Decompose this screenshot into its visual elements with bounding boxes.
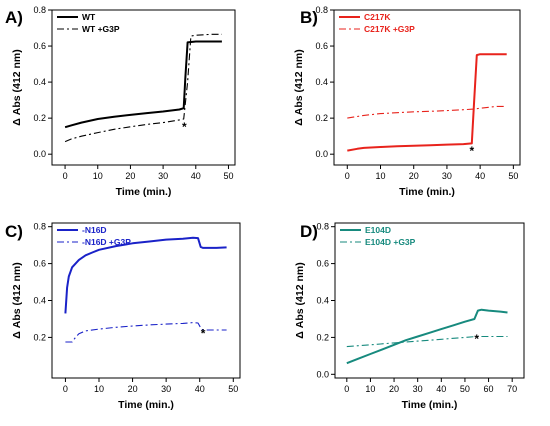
y-axis-label: Δ Abs (412 nm) <box>11 262 23 338</box>
x-tick-label: 20 <box>409 171 419 181</box>
panel-2: C) 0 10 20 30 40 50 0.2 0.4 0.6 0.8 Time (min.) Δ Ab… <box>5 222 241 411</box>
legend-label: C217K +G3P <box>364 24 415 34</box>
plot-frame <box>51 222 241 379</box>
x-tick-label: 50 <box>508 171 518 181</box>
annotation-star: * <box>474 332 479 346</box>
series-line-wt <box>64 40 222 129</box>
y-axis-label: Δ Abs (412 nm) <box>294 262 306 338</box>
y-tick-label: 0.6 <box>33 41 46 51</box>
x-tick-label: 10 <box>93 171 103 181</box>
panel-label: D) <box>300 222 318 241</box>
x-axis-label: Time (min.) <box>118 399 174 411</box>
x-axis-label: Time (min.) <box>402 399 458 411</box>
y-tick-label: 0.2 <box>315 113 328 123</box>
x-tick-label: 40 <box>195 384 205 394</box>
panel-label: B) <box>300 8 318 27</box>
panel-3: D) 0 10 20 30 40 50 60 70 0.0 0.2 0.4 0.6 0.8 Time (mi… <box>294 222 525 411</box>
series-line-c217k-g3p <box>347 105 507 119</box>
legend-label: E104D <box>365 225 391 235</box>
x-tick-label: 0 <box>345 171 350 181</box>
x-tick-label: 40 <box>191 171 201 181</box>
y-tick-label: 0.8 <box>315 5 328 15</box>
series-line--n16d-g3p <box>65 322 227 343</box>
x-tick-label: 50 <box>223 171 233 181</box>
y-tick-label: 0.4 <box>315 77 328 87</box>
x-tick-label: 20 <box>125 171 135 181</box>
panel-1: B) 0 10 20 30 40 50 0.0 0.2 0.4 0.6 0.8 Time (min.) Δ… <box>293 5 521 198</box>
y-tick-label: 0.4 <box>33 77 46 87</box>
x-tick-label: 30 <box>161 384 171 394</box>
x-tick-label: 0 <box>344 384 349 394</box>
y-axis-label: Δ Abs (412 nm) <box>11 49 23 125</box>
legend-label: WT +G3P <box>82 24 120 34</box>
y-tick-label: 0.6 <box>316 259 329 269</box>
y-tick-label: 0.4 <box>316 296 329 306</box>
y-tick-label: 0.8 <box>316 222 329 232</box>
x-tick-label: 30 <box>442 171 452 181</box>
y-tick-label: 0.2 <box>33 113 46 123</box>
x-tick-label: 10 <box>365 384 375 394</box>
x-tick-label: 30 <box>158 171 168 181</box>
x-tick-label: 60 <box>484 384 494 394</box>
x-tick-label: 20 <box>128 384 138 394</box>
x-tick-label: 50 <box>228 384 238 394</box>
legend-label: E104D +G3P <box>365 237 416 247</box>
y-tick-label: 0.2 <box>316 332 329 342</box>
y-tick-label: 0.0 <box>316 369 329 379</box>
y-tick-label: 0.8 <box>33 222 46 232</box>
y-tick-label: 0.2 <box>33 332 46 342</box>
y-tick-label: 0.8 <box>33 5 46 15</box>
x-tick-label: 10 <box>94 384 104 394</box>
annotation-star: * <box>470 144 475 158</box>
legend-label: -N16D <box>82 225 107 235</box>
y-tick-label: 0.4 <box>33 296 46 306</box>
plot-frame <box>51 9 236 166</box>
panel-0: A) 0 10 20 30 40 50 0.0 0.2 0.4 0.6 0.8 Time (min.) Δ… <box>5 5 236 198</box>
x-tick-label: 0 <box>63 384 68 394</box>
x-axis-label: Time (min.) <box>399 186 455 198</box>
annotation-star: * <box>182 120 187 134</box>
x-tick-label: 40 <box>475 171 485 181</box>
plot-frame <box>333 9 521 166</box>
y-tick-label: 0.6 <box>33 259 46 269</box>
x-tick-label: 10 <box>375 171 385 181</box>
series-line-c217k <box>347 53 507 152</box>
x-tick-label: 40 <box>436 384 446 394</box>
x-tick-label: 50 <box>460 384 470 394</box>
y-tick-label: 0.6 <box>315 41 328 51</box>
panel-label: A) <box>5 8 23 27</box>
annotation-star: * <box>201 326 206 340</box>
x-tick-label: 70 <box>507 384 517 394</box>
series-line--n16d <box>64 236 227 314</box>
series-line-e104d <box>346 308 508 365</box>
y-axis-label: Δ Abs (412 nm) <box>293 49 305 125</box>
y-tick-label: 0.0 <box>315 149 328 159</box>
plot-frame <box>334 222 525 379</box>
legend-label: C217K <box>364 12 391 22</box>
y-tick-label: 0.0 <box>33 149 46 159</box>
x-tick-label: 30 <box>413 384 423 394</box>
legend-label: WT <box>82 12 96 22</box>
x-tick-label: 20 <box>389 384 399 394</box>
panel-label: C) <box>5 222 23 241</box>
x-axis-label: Time (min.) <box>116 186 172 198</box>
series-line-wt-g3p <box>64 33 222 143</box>
x-tick-label: 0 <box>63 171 68 181</box>
legend-label: -N16D +G3P <box>82 237 131 247</box>
series-line-e104d-g3p <box>346 335 508 348</box>
